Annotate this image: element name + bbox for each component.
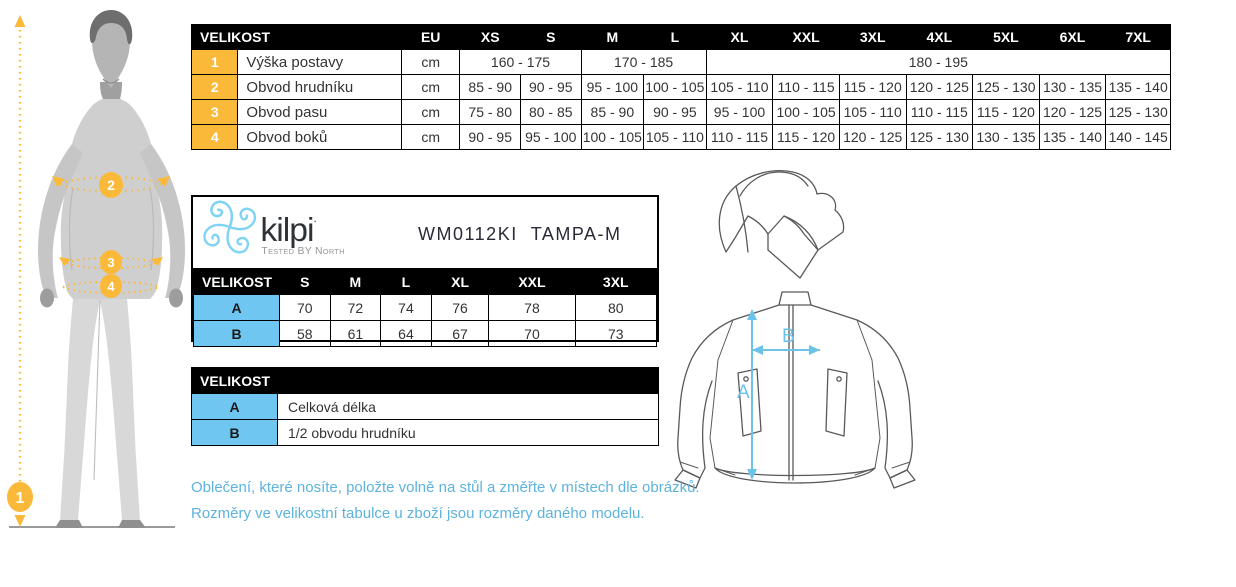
svg-text:TESTED BY NORTH: TESTED BY NORTH [261,246,344,257]
svg-text:2: 2 [107,177,115,193]
svg-text:3: 3 [107,255,114,270]
svg-text:4: 4 [107,279,115,294]
svg-text:kilpi.: kilpi. [260,211,316,249]
svg-text:1: 1 [16,490,25,507]
svg-text:A: A [737,382,750,403]
svg-text:B: B [782,326,795,347]
